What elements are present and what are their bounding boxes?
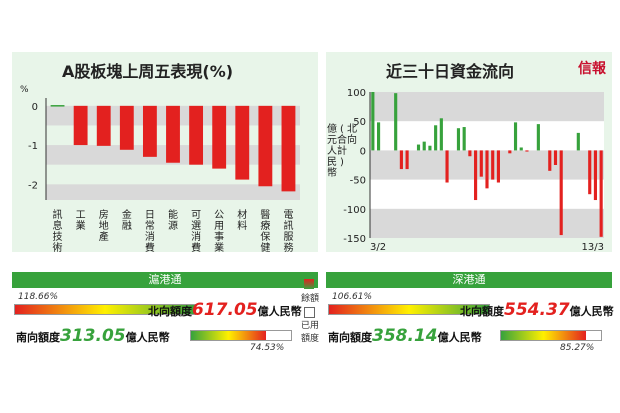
bar-13 [445,150,449,183]
x-tick-6: 可選消費 [191,210,201,252]
legend-used-swatch [304,307,315,318]
x-tick-0: 訊息技術 [53,208,63,252]
x-tick-9: 醫療保健 [260,209,270,252]
bar-36 [576,132,580,151]
bar-18 [474,150,478,201]
x-tick-7: 公用事業 [214,210,224,252]
x-tick-2: 房地產 [99,208,109,243]
sh-north-bar [14,304,196,315]
bar-15 [456,128,461,151]
bar-1 [73,105,88,146]
flow-bar-chart: 100500-50-100-150億元人民幣(合計)北向3/2202013/32… [327,88,604,252]
right-chart-title: 近三十日資金流向 [386,62,515,81]
sh-south-amount: 南向額度313.05億人民幣 [16,326,170,346]
bar-10 [281,105,296,192]
band-2 [46,184,300,200]
bar-25 [513,122,518,151]
y-unit: % [20,85,29,95]
y-tick-2: 0 [360,146,366,157]
sz-south-bar [500,330,602,341]
y-tick-1: 50 [353,117,366,128]
bar-33 [559,150,563,236]
bar-8 [416,144,421,151]
bar-32 [553,150,558,165]
sz-north-bar [328,304,490,315]
y-axis-label: 億元人民幣(合計)北向 [327,122,357,179]
x-tick-4: 日常消費 [145,210,155,252]
right-chart-panel: 近三十日資金流向 信報 100 50 0 -50 -100 -150 億元人民幣(合計)北向… [326,52,612,252]
x-tick-10: 電訊服務 [283,209,293,252]
bar-3 [119,105,134,150]
band-0 [370,92,604,122]
y-tick-1: -1 [28,141,38,152]
legend-used-label: 已用額度 [301,321,320,344]
x-end-label: 13/3 [582,242,604,252]
y-tick-2: -2 [28,180,38,191]
y-tick-3: -50 [350,176,366,187]
x-start-label: 3/2 [370,242,386,252]
bar-29 [536,124,540,151]
bar-2 [96,105,111,146]
hkej-logo: 信報 [578,61,606,77]
bar-20 [485,150,489,189]
y-tick-0: 100 [347,88,366,99]
bar-11 [434,125,438,151]
bar-0 [50,105,65,107]
y-tick-4: -100 [343,205,366,216]
bar-19 [479,150,483,177]
x-tick-3: 金融 [122,208,132,232]
bar-39 [593,150,598,201]
bar-6 [405,150,409,170]
bar-9 [422,141,426,151]
sz-south-amount: 南向額度358.14億人民幣 [328,326,482,346]
bar-16 [462,127,466,151]
bar-40 [599,150,603,237]
x-tick-8: 材料 [237,208,247,232]
bar-31 [548,150,552,171]
sz-south-pct: 85.27% [560,343,595,353]
y-tick-5: -150 [343,234,366,245]
sz-north-amount: 北向額度554.37億人民幣 [460,300,614,320]
bar-38 [588,150,592,195]
bar-27 [525,150,529,152]
bar-22 [496,150,500,183]
sh-south-bar [190,330,292,341]
sh-south-pct: 74.53% [250,343,285,353]
legend-balance-label: 餘額 [301,294,320,304]
bar-4 [394,93,398,151]
bar-24 [508,150,512,154]
sector-bar-chart: %0 -1 -2 訊息技術 工業 房地產 金融 日常消費 能源 可選消費 公用事業 材料 醫療保健 電訊服… [20,85,300,252]
bar-10 [428,145,432,151]
bar-5 [166,105,180,163]
bar-4 [142,105,157,157]
bar-7 [212,105,227,169]
band-2 [370,208,604,238]
bar-5 [399,150,403,170]
bar-21 [491,150,495,180]
y-tick-0: 0 [32,102,38,113]
bar-26 [519,147,523,151]
legend-balance-swatch [304,279,314,289]
x-tick-1: 工業 [76,210,86,232]
bar-8 [235,105,250,180]
bar-9 [258,105,273,187]
bar-1 [376,122,381,151]
sh-north-pct: 118.66% [18,292,59,302]
sh-north-amount: 北向額度617.05億人民幣 [148,300,302,320]
left-chart-panel: A股板塊上周五表現(%) % 0 -1 -2 訊息技術 工業 房地產 金融 日常消費 能源 可選消費… [12,52,318,252]
bar-6 [189,105,204,165]
left-chart-title: A股板塊上周五表現(%) [62,62,234,81]
x-tick-5: 能源 [168,208,178,232]
bar-17 [468,150,472,157]
sz-connect-header: 深港通 [326,272,612,288]
sz-north-pct: 106.61% [332,292,373,302]
bar-12 [439,118,443,151]
sh-connect-header: 滬港通 [12,272,318,288]
bar-0 [371,92,375,151]
